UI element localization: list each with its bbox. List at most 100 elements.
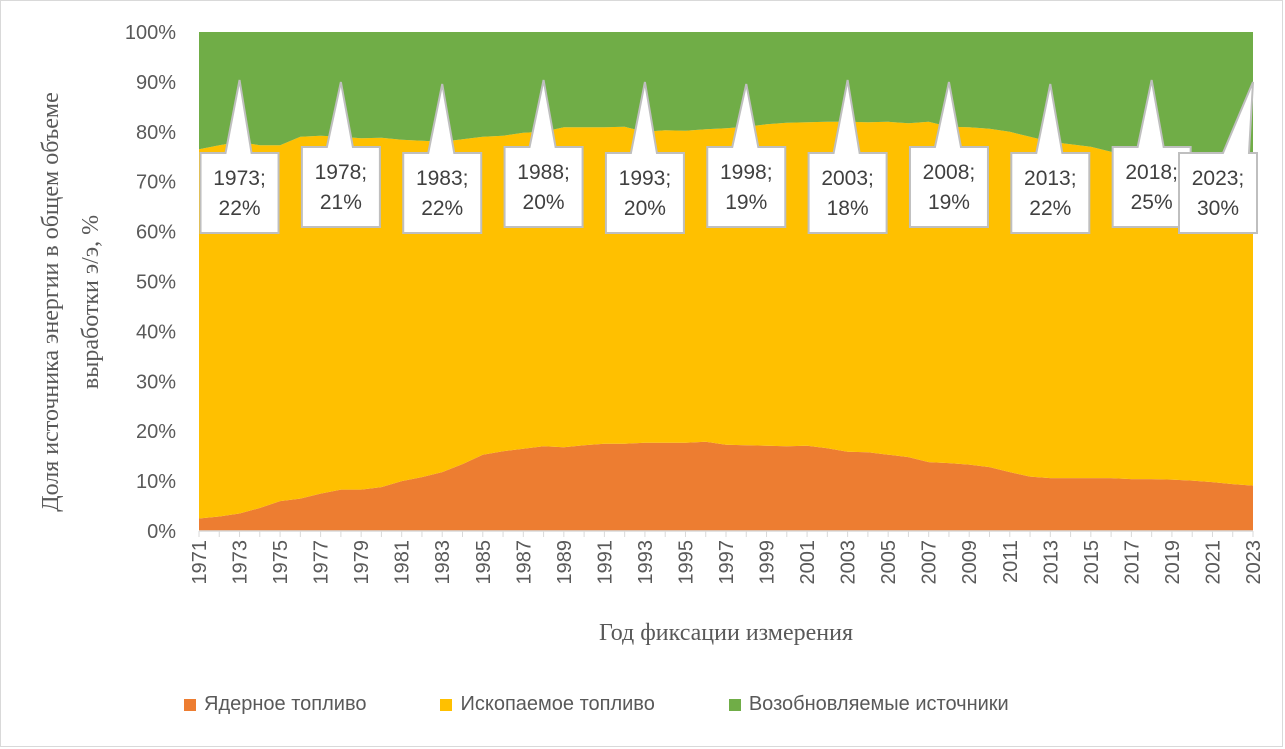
legend-item-fossil[interactable]: Ископаемое топливо xyxy=(440,693,655,716)
callout-1973: 1973; 22% xyxy=(199,79,280,234)
callout-year: 1973; xyxy=(213,167,266,190)
callout-value: 20% xyxy=(523,191,565,214)
callout-year: 1993; xyxy=(619,167,672,190)
callout-1983: 1983; 22% xyxy=(402,83,483,234)
y-tick-label: 30% xyxy=(136,371,176,393)
x-tick-label: 2013 xyxy=(1040,540,1062,585)
legend-swatch-fossil xyxy=(440,698,453,711)
x-tick-label: 2001 xyxy=(797,540,819,585)
x-tick-label: 1977 xyxy=(311,540,333,585)
callout-1978: 1978; 21% xyxy=(300,81,381,228)
callout-year: 1983; xyxy=(416,167,469,190)
x-tick-label: 2023 xyxy=(1243,540,1265,585)
callout-value: 20% xyxy=(624,197,666,220)
callout-value: 19% xyxy=(725,191,767,214)
x-tick-label: 1981 xyxy=(392,540,414,585)
x-tick-label: 2007 xyxy=(919,540,941,585)
callout-year: 2013; xyxy=(1024,167,1077,190)
callout-box xyxy=(1111,79,1192,228)
callout-box xyxy=(807,79,888,234)
x-tick-label: 2017 xyxy=(1121,540,1143,585)
x-tick-label: 1993 xyxy=(635,540,657,585)
callout-year: 1988; xyxy=(517,161,570,184)
x-tick-label: 2021 xyxy=(1203,540,1225,585)
legend-item-renewable[interactable]: Возобновляемые источники xyxy=(728,693,1009,716)
x-tick-label: 2019 xyxy=(1162,540,1184,585)
callout-box xyxy=(300,81,381,228)
callout-2013: 2013; 22% xyxy=(1010,83,1091,234)
callout-1993: 1993; 20% xyxy=(604,81,685,234)
callout-2008: 2008; 19% xyxy=(908,81,989,228)
callout-value: 21% xyxy=(320,191,362,214)
y-tick-label: 60% xyxy=(136,222,176,244)
callout-year: 1978; xyxy=(315,161,368,184)
callout-2018: 2018; 25% xyxy=(1111,79,1192,228)
callout-box xyxy=(908,81,989,228)
area-renewable xyxy=(199,32,1253,182)
legend-label: Возобновляемые источники xyxy=(748,693,1009,715)
callout-value: 25% xyxy=(1131,191,1173,214)
x-tick-label: 1979 xyxy=(351,540,373,585)
y-tick-label: 40% xyxy=(136,321,176,343)
callout-1998: 1998; 19% xyxy=(706,83,787,228)
y-tick-label: 50% xyxy=(136,272,176,294)
callout-year: 2018; xyxy=(1125,161,1178,184)
x-tick-label: 2009 xyxy=(959,540,981,585)
x-tick-label: 2005 xyxy=(878,540,900,585)
callout-year: 1998; xyxy=(720,161,773,184)
axes-layer: 1971 1973 1975 1977 1979 1981 1983 1985 1987 1989… xyxy=(125,22,1265,585)
callout-box xyxy=(402,83,483,234)
x-tick-label: 1991 xyxy=(594,540,616,585)
y-tick-label: 80% xyxy=(136,122,176,144)
callout-1988: 1988; 20% xyxy=(503,79,584,228)
y-tick-label: 100% xyxy=(125,22,176,44)
y-tick-label: 20% xyxy=(136,421,176,443)
x-tick-label: 1995 xyxy=(676,540,698,585)
area-layer xyxy=(199,32,1253,531)
x-tick-label: 2015 xyxy=(1081,540,1103,585)
legend: Ядерное топливо Ископаемое топливо Возоб… xyxy=(184,693,1035,716)
x-tick-label: 2011 xyxy=(1000,540,1022,583)
legend-swatch-nuclear xyxy=(184,698,196,711)
callout-box xyxy=(604,81,685,234)
callout-value: 22% xyxy=(421,197,463,220)
y-axis-title-line-1: Доля источника энергии в общем объеме xyxy=(38,92,64,512)
y-tick-label: 90% xyxy=(136,72,176,94)
callout-box xyxy=(1178,81,1258,234)
callout-2003: 2003; 18% xyxy=(807,79,888,234)
x-tick-label: 1997 xyxy=(716,540,738,585)
x-tick-label: 2003 xyxy=(838,540,860,585)
x-tick-label: 1973 xyxy=(230,540,252,585)
callout-box xyxy=(1010,83,1091,234)
x-tick-label: 1985 xyxy=(473,540,495,585)
y-axis-title: Доля источника энергии в общем объеме вы… xyxy=(38,92,104,512)
x-tick-label: 1999 xyxy=(757,540,779,585)
callout-year: 2008; xyxy=(923,161,976,184)
legend-item-nuclear[interactable]: Ядерное топливо xyxy=(184,693,366,716)
area-nuclear xyxy=(199,441,1253,531)
legend-label: Ядерное топливо xyxy=(204,693,367,715)
callout-value: 18% xyxy=(827,197,869,220)
x-tick-label: 1971 xyxy=(189,540,211,585)
y-tick-label: 10% xyxy=(136,471,176,493)
x-axis-title: Год фиксации измерения xyxy=(599,620,853,646)
callout-box xyxy=(503,79,584,228)
y-axis-title-line-2: выработки э/э, % xyxy=(78,215,104,389)
callout-year: 2003; xyxy=(821,167,874,190)
callout-layer: 1973; 22% 1978; 21% 1983; 22% 1988; 20% 1993; 20%… xyxy=(199,79,1258,234)
x-tick-label: 1989 xyxy=(554,540,576,585)
callout-value: 19% xyxy=(928,191,970,214)
callout-year: 2023; xyxy=(1192,167,1245,190)
y-tick-label: 70% xyxy=(136,172,176,194)
y-tick-label: 0% xyxy=(147,521,176,543)
x-tick-label: 1983 xyxy=(432,540,454,585)
callout-box xyxy=(706,83,787,228)
x-tick-label: 1987 xyxy=(513,540,535,585)
callout-value: 22% xyxy=(219,197,261,220)
legend-label: Ископаемое топливо xyxy=(460,693,655,715)
callout-2023: 2023; 30% xyxy=(1178,81,1258,234)
x-tick-label: 1975 xyxy=(270,540,292,585)
callout-value: 30% xyxy=(1197,197,1239,220)
